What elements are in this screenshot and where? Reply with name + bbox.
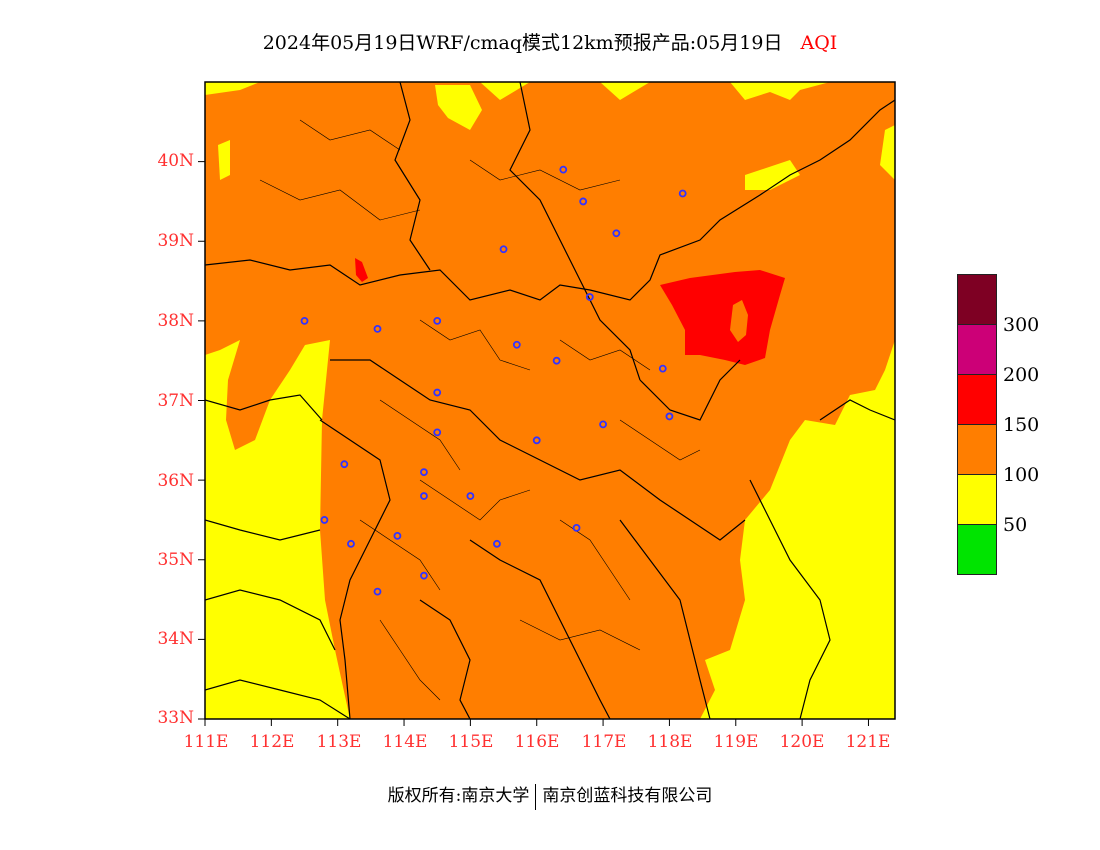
colorbar-label-150: 150: [1003, 414, 1040, 436]
copyright-left: 版权所有:南京大学: [387, 786, 530, 806]
lon-tick-111: 111E: [183, 732, 229, 752]
colorbar-label-50: 50: [1003, 514, 1028, 536]
colorbar-label-300: 300: [1003, 314, 1040, 336]
lon-tick-114: 114E: [382, 732, 428, 752]
lat-tick-35: 35N: [157, 550, 194, 570]
station-marker: [433, 428, 442, 437]
colorbar-unhealthy: [957, 374, 997, 425]
station-marker: [512, 340, 521, 349]
station-marker: [340, 460, 349, 469]
colorbar-sensitive: [957, 424, 997, 475]
lon-tick-118: 118E: [647, 732, 693, 752]
red-spot-west: [355, 258, 368, 282]
station-marker: [499, 245, 508, 254]
yellow-pocket-west: [218, 140, 230, 180]
station-marker: [420, 571, 428, 580]
lon-tick-120: 120E: [779, 732, 825, 752]
aqi-zone-100-150: [205, 82, 895, 719]
colorbar-good: [957, 524, 997, 575]
station-marker: [493, 539, 501, 548]
province-boundaries: [205, 82, 895, 719]
lat-tick-34: 34N: [157, 629, 194, 649]
station-marker: [420, 468, 428, 477]
station-markers: [300, 165, 687, 596]
station-marker: [572, 524, 581, 532]
station-marker: [579, 197, 588, 206]
aqi-colorbar: [957, 274, 997, 575]
lon-tick-121: 121E: [845, 732, 891, 752]
colorbar-label-100: 100: [1003, 464, 1040, 486]
lon-tick-116: 116E: [514, 732, 560, 752]
title-text: 2024年05月19日WRF/cmaq模式12km预报产品:05月19日: [262, 32, 783, 54]
station-marker: [300, 316, 309, 325]
lon-tick-115: 115E: [448, 732, 494, 752]
aqi-zone-150-200: [660, 270, 785, 365]
station-marker: [320, 516, 329, 524]
station-marker: [393, 531, 402, 540]
station-marker: [466, 492, 475, 500]
copyright-footer: 版权所有:南京大学 南京创蓝科技有限公司: [0, 781, 1100, 810]
station-marker: [552, 356, 561, 365]
station-marker: [599, 420, 607, 429]
station-marker: [373, 324, 382, 333]
orange-hole-in-red: [730, 300, 748, 342]
station-marker: [532, 436, 541, 445]
yellow-pocket-north: [435, 85, 482, 130]
station-marker: [433, 388, 442, 397]
axis-ticks: [198, 161, 869, 726]
station-marker: [658, 364, 667, 373]
station-marker: [585, 293, 594, 301]
colorbar-hazardous: [957, 274, 997, 325]
lat-tick-37: 37N: [157, 391, 194, 411]
lat-tick-38: 38N: [157, 311, 194, 331]
variable-label: AQI: [800, 32, 838, 54]
county-boundaries: [259, 119, 701, 701]
station-marker: [678, 189, 687, 198]
lat-tick-36: 36N: [157, 471, 194, 491]
colorbar-label-200: 200: [1003, 364, 1040, 386]
lon-tick-117: 117E: [581, 732, 627, 752]
station-marker: [433, 316, 442, 325]
copyright-right: 南京创蓝科技有限公司: [542, 786, 713, 806]
lon-tick-113: 113E: [316, 732, 362, 752]
colorbar-moderate: [957, 474, 997, 525]
station-marker: [559, 165, 568, 174]
yellow-pocket-northeast: [745, 160, 800, 190]
map-canvas: [205, 82, 895, 719]
station-marker: [373, 587, 382, 596]
lat-tick-40: 40N: [157, 151, 194, 171]
footer-separator: [535, 783, 537, 810]
lat-tick-33: 33N: [157, 708, 194, 728]
station-marker: [347, 539, 355, 548]
lon-tick-112: 112E: [249, 732, 295, 752]
station-marker: [665, 412, 674, 421]
station-marker: [612, 229, 621, 238]
lon-tick-119: 119E: [713, 732, 759, 752]
lat-tick-39: 39N: [157, 231, 194, 251]
colorbar-very-unhealthy: [957, 324, 997, 375]
station-marker: [420, 492, 428, 500]
map-title: 2024年05月19日WRF/cmaq模式12km预报产品:05月19日 AQI: [0, 28, 1100, 55]
